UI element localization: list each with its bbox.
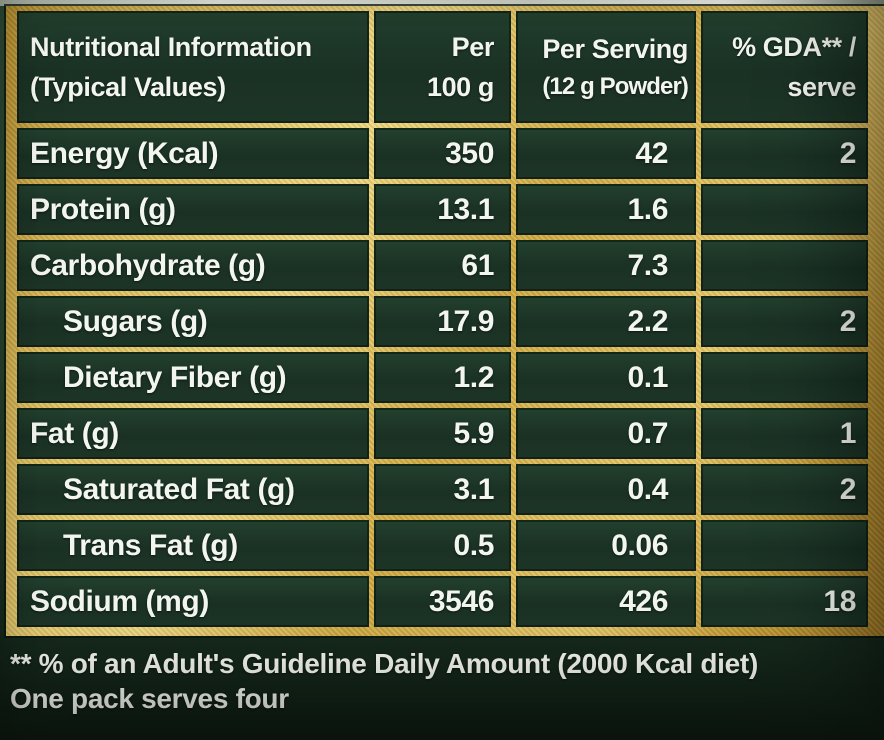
row-label-sodium: Sodium (mg) — [17, 576, 369, 627]
value-trans-fat-per-100g: 0.5 — [374, 520, 511, 571]
row-label-sugars: Sugars (g) — [17, 296, 369, 347]
value-dietary-fiber-per-serving: 0.1 — [516, 352, 696, 403]
value-dietary-fiber-gda — [701, 352, 868, 403]
row-label-energy: Energy (Kcal) — [17, 128, 369, 179]
value-fat-gda: 1 — [701, 408, 868, 459]
header-gda-serve-line2: serve — [787, 72, 856, 102]
value-energy-per-serving: 42 — [516, 128, 696, 179]
header-per-serving-line1: Per Serving — [542, 33, 688, 64]
value-sodium-per-100g: 3546 — [374, 576, 511, 627]
row-label-carbohydrate: Carbohydrate (g) — [17, 240, 369, 291]
value-sugars-per-serving: 2.2 — [516, 296, 696, 347]
header-per-serving: Per Serving (12 g Powder) — [516, 11, 696, 123]
value-carbohydrate-gda — [701, 240, 868, 291]
value-saturated-fat-gda: 2 — [701, 464, 868, 515]
value-energy-gda: 2 — [701, 128, 868, 179]
value-protein-per-100g: 13.1 — [374, 184, 511, 235]
value-sugars-per-100g: 17.9 — [374, 296, 511, 347]
value-trans-fat-gda — [701, 520, 868, 571]
value-dietary-fiber-per-100g: 1.2 — [374, 352, 511, 403]
value-fat-per-100g: 5.9 — [374, 408, 511, 459]
value-sugars-gda: 2 — [701, 296, 868, 347]
value-sodium-per-serving: 426 — [516, 576, 696, 627]
value-trans-fat-per-serving: 0.06 — [516, 520, 696, 571]
nutrition-table: Nutritional Information (Typical Values)… — [6, 6, 884, 636]
package-edge-highlight — [0, 0, 884, 6]
header-per-100g-line1: Per — [451, 31, 495, 62]
footnote-gda-definition: ** % of an Adult's Guideline Daily Amoun… — [10, 648, 758, 679]
value-saturated-fat-per-serving: 0.4 — [516, 464, 696, 515]
footnote-pack-serves: One pack serves four — [10, 683, 289, 715]
row-label-fat: Fat (g) — [17, 408, 369, 459]
header-per-100g-line2: 100 g — [426, 72, 494, 102]
value-fat-per-serving: 0.7 — [516, 408, 696, 459]
value-carbohydrate-per-100g: 61 — [374, 240, 511, 291]
header-per-100g: Per 100 g — [374, 11, 511, 123]
value-carbohydrate-per-serving: 7.3 — [516, 240, 696, 291]
value-protein-per-serving: 1.6 — [516, 184, 696, 235]
row-label-protein: Protein (g) — [17, 184, 369, 235]
value-energy-per-100g: 350 — [374, 128, 511, 179]
header-gda-serve: % GDA** / serve — [701, 11, 868, 123]
row-label-dietary-fiber: Dietary Fiber (g) — [17, 352, 369, 403]
row-label-trans-fat: Trans Fat (g) — [17, 520, 369, 571]
header-nutritional-info-line2: (Typical Values) — [30, 72, 226, 102]
header-gda-serve-line1: % GDA** / — [732, 31, 856, 62]
header-nutritional-info-line1: Nutritional Information — [30, 31, 312, 62]
header-nutritional-info: Nutritional Information (Typical Values) — [17, 11, 369, 123]
row-label-saturated-fat: Saturated Fat (g) — [17, 464, 369, 515]
value-saturated-fat-per-100g: 3.1 — [374, 464, 511, 515]
value-protein-gda — [701, 184, 868, 235]
value-sodium-gda: 18 — [701, 576, 868, 627]
header-per-serving-line2: (12 g Powder) — [542, 73, 689, 101]
footnotes: ** % of an Adult's Guideline Daily Amoun… — [10, 646, 878, 717]
